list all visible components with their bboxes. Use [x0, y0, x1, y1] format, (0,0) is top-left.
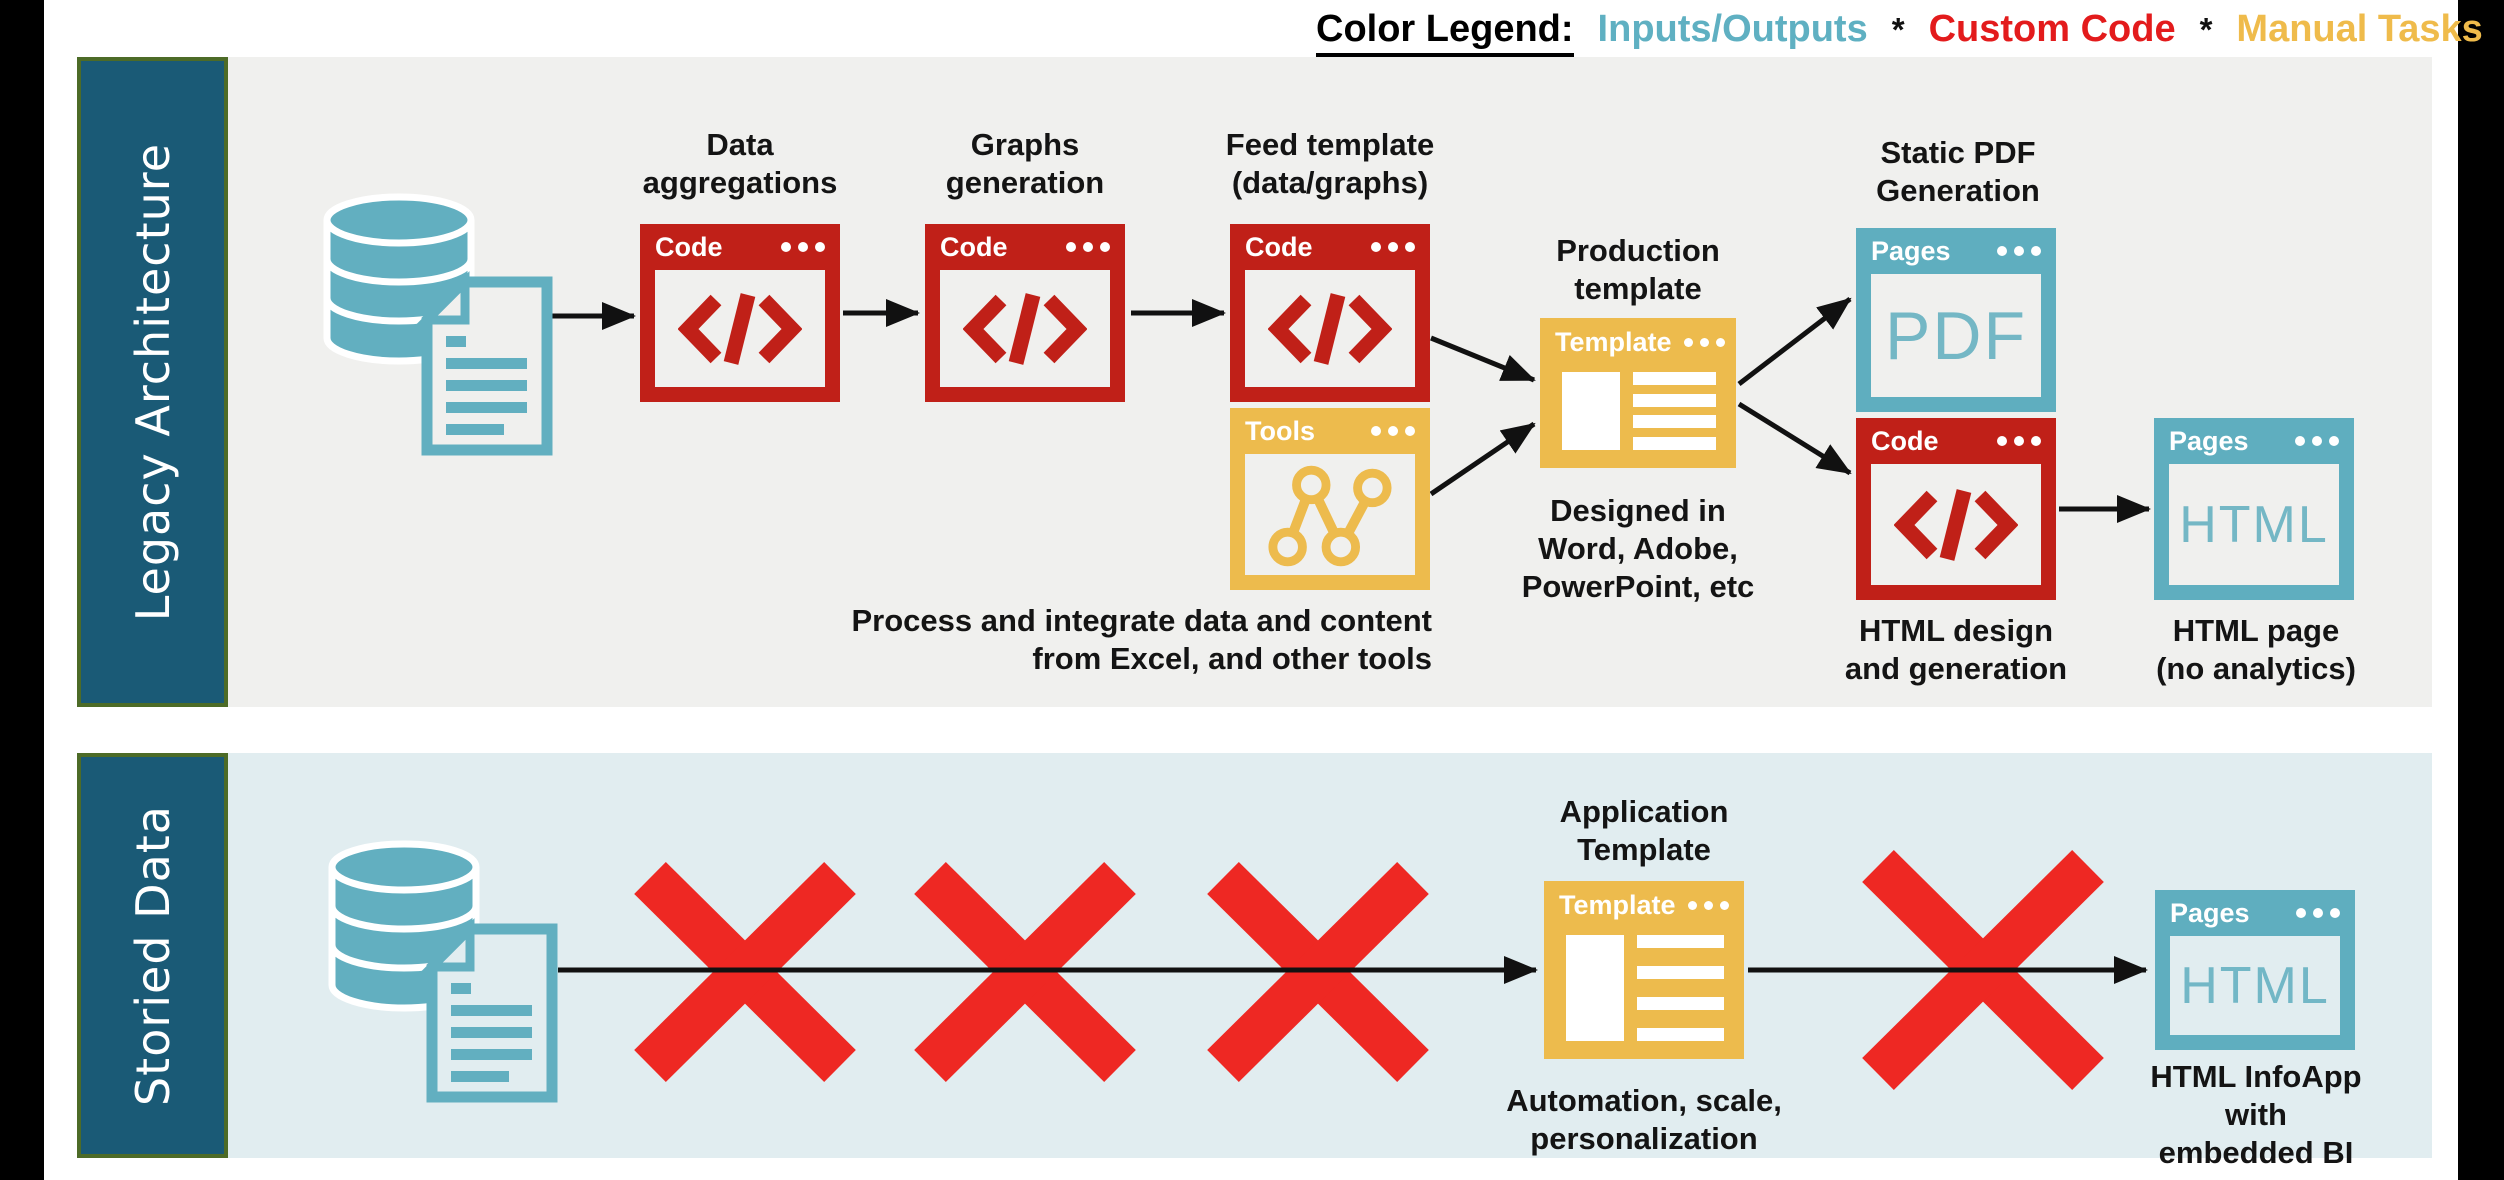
template-window-production: Template — [1540, 318, 1736, 468]
window-dots-icon — [1066, 242, 1110, 252]
window-titlebar: Code — [640, 224, 840, 270]
html-content-label: HTML — [2179, 495, 2329, 554]
window-body — [1245, 454, 1415, 575]
window-titlebar: Pages — [2155, 890, 2355, 936]
window-dots-icon — [1371, 426, 1415, 436]
sidebar-storied-data: Storied Data — [77, 753, 228, 1158]
window-body: HTML — [2169, 464, 2339, 585]
legend-item-manual-tasks: Manual Tasks — [2236, 8, 2483, 50]
window-dots-icon — [1687, 900, 1729, 910]
window-title: Template — [1559, 889, 1676, 920]
window-body — [940, 270, 1110, 387]
window-titlebar: Template — [1540, 318, 1736, 366]
label-production-template: Production template — [1556, 233, 1720, 306]
window-titlebar: Template — [1544, 881, 1744, 929]
window-body: PDF — [1871, 274, 2041, 397]
code-window-data-aggregations: Code — [640, 224, 840, 402]
caption-html-infoapp: HTML InfoApp with embedded BI — [2150, 1059, 2362, 1170]
window-title: Template — [1555, 326, 1672, 357]
window-dots-icon — [2296, 908, 2340, 918]
caption-html-design: HTML design and generation — [1844, 613, 2068, 686]
label-data-aggregations: Data aggregations — [642, 127, 838, 200]
html-content-label: HTML — [2180, 956, 2330, 1015]
pages-window-pdf: Pages PDF — [1856, 228, 2056, 412]
arrow — [552, 297, 2151, 523]
window-titlebar: Code — [925, 224, 1125, 270]
window-dots-icon — [1997, 246, 2041, 256]
window-title: Code — [1245, 231, 1313, 262]
label-graphs-generation: Graphs generation — [945, 127, 1105, 200]
caption-designed-in: Designed in Word, Adobe, PowerPoint, etc — [1521, 493, 1755, 604]
window-dots-icon — [2295, 436, 2339, 446]
caption-automation-scale: Automation, scale, personalization — [1506, 1083, 1782, 1156]
window-dots-icon — [1683, 337, 1725, 347]
code-icon — [1268, 292, 1392, 365]
window-dots-icon — [1371, 242, 1415, 252]
legend-item-inputs-outputs: Inputs/Outputs — [1597, 8, 1868, 50]
window-title: Tools — [1245, 415, 1315, 446]
window-title: Code — [1871, 425, 1939, 456]
sidebar-legacy-architecture: Legacy Architecture — [77, 57, 228, 707]
window-body — [655, 270, 825, 387]
code-icon — [1894, 488, 2018, 561]
window-dots-icon — [781, 242, 825, 252]
legend-title: Color Legend: — [1316, 8, 1574, 57]
label-feed-template: Feed template (data/graphs) — [1225, 127, 1435, 200]
caption-html-page: HTML page (no analytics) — [2156, 613, 2356, 686]
screen-edge-left-bar — [0, 0, 44, 1180]
legend-item-custom-code: Custom Code — [1928, 8, 2176, 50]
database-documents-icon — [328, 840, 558, 1103]
window-titlebar: Pages — [1856, 228, 2056, 274]
window-body: HTML — [2170, 936, 2340, 1035]
caption-process-and-integrate: Process and integrate data and content f… — [851, 603, 1432, 676]
window-titlebar: Pages — [2154, 418, 2354, 464]
window-title: Code — [655, 231, 723, 262]
pages-window-html-storied: Pages HTML — [2155, 890, 2355, 1050]
template-layout-icon — [1566, 935, 1724, 1041]
window-titlebar: Code — [1230, 224, 1430, 270]
tools-window: Tools — [1230, 408, 1430, 590]
screen-edge-right-bar — [2458, 0, 2504, 1180]
window-titlebar: Tools — [1230, 408, 1430, 454]
chart-nodes-icon — [1268, 465, 1392, 566]
label-application-template: Application Template — [1559, 794, 1729, 867]
window-title: Pages — [2169, 425, 2249, 456]
code-icon — [963, 292, 1087, 365]
legend-separator: * — [1891, 11, 1905, 48]
pdf-content-label: PDF — [1885, 297, 2027, 374]
template-layout-icon — [1562, 372, 1716, 450]
window-title: Pages — [2170, 897, 2250, 928]
window-title: Code — [940, 231, 1008, 262]
window-dots-icon — [1997, 436, 2041, 446]
label-static-pdf-generation: Static PDF Generation — [1876, 135, 2040, 208]
pages-window-html-legacy: Pages HTML — [2154, 418, 2354, 600]
code-window-graphs-generation: Code — [925, 224, 1125, 402]
code-icon — [678, 292, 802, 365]
window-body — [1871, 464, 2041, 585]
window-title: Pages — [1871, 235, 1951, 266]
code-window-html-design: Code — [1856, 418, 2056, 600]
code-window-feed-template: Code — [1230, 224, 1430, 402]
window-body — [1245, 270, 1415, 387]
database-documents-icon — [323, 193, 553, 456]
color-legend: Color Legend: Inputs/Outputs * Custom Co… — [1316, 8, 2483, 57]
template-window-application: Template — [1544, 881, 1744, 1059]
legend-separator: * — [2199, 11, 2213, 48]
window-titlebar: Code — [1856, 418, 2056, 464]
